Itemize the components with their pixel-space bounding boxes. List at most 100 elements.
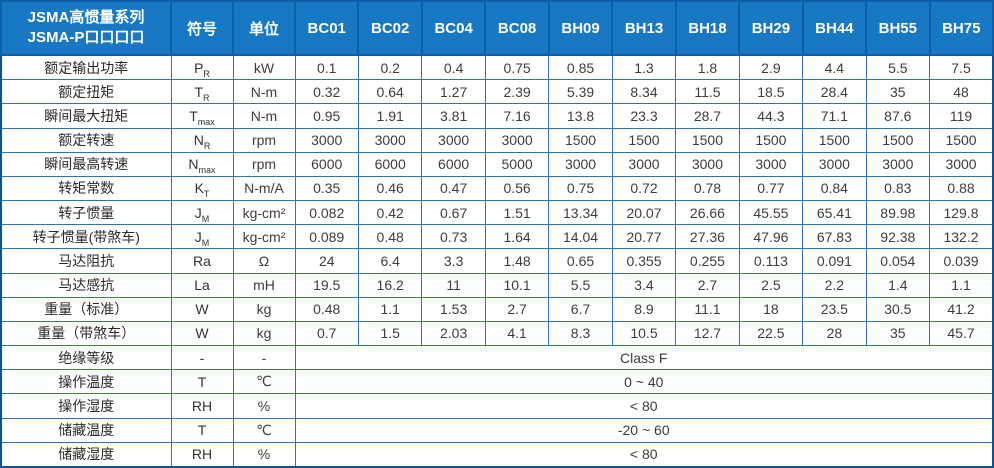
value-cell: 67.83 <box>802 224 867 250</box>
row-label: 瞬间最高转速 <box>0 151 172 177</box>
row-label: 绝缘等级 <box>0 345 172 371</box>
row-label: 重量（带煞车） <box>0 320 172 347</box>
value-cell: 0.83 <box>865 175 931 202</box>
value-cell: 1.51 <box>484 200 550 226</box>
value-cell: 13.34 <box>548 200 613 226</box>
row-label: 储藏温度 <box>0 417 172 443</box>
value-cell: 0.48 <box>357 224 423 250</box>
row-label: 转矩常数 <box>0 175 172 202</box>
value-cell: 8.34 <box>611 79 677 105</box>
spec-row: 马达感抗 La mH 19.5 16.2 11 10.1 5.5 3.4 2.7 2.5 2.2 1.4… <box>0 272 994 298</box>
value-cell: 1.8 <box>675 54 740 81</box>
value-cell: 0.355 <box>611 248 677 274</box>
value-cell: 0.56 <box>484 175 550 202</box>
spec-row-merged: 操作湿度 RH% < 80 <box>0 393 994 419</box>
value-cell: 0.64 <box>357 79 423 105</box>
series-title: JSMA高惯量系列 JSMA-P口口口口 <box>0 0 172 56</box>
value-cell: 5.39 <box>548 79 613 105</box>
value-cell: 13.8 <box>548 103 613 129</box>
value-cell: 6000 <box>294 151 359 177</box>
value-cell: 0.42 <box>357 200 423 226</box>
value-cell: 3000 <box>294 127 359 153</box>
value-cell: 92.38 <box>865 224 931 250</box>
header-model-bh09: BH09 <box>547 0 614 56</box>
value-cell: 1.53 <box>421 296 486 322</box>
row-unit: kg-cm² <box>232 224 296 250</box>
value-cell: 35 <box>865 320 931 347</box>
spec-row: 转子惯量(带煞车) JM kg-cm² 0.089 0.48 0.73 1.64 14.04 2… <box>0 224 994 250</box>
value-cell: 129.8 <box>929 200 994 226</box>
row-symbol: - <box>170 345 234 371</box>
value-cell: 44.3 <box>738 103 804 129</box>
value-cell: 48 <box>929 79 994 105</box>
value-cell: 0.65 <box>548 248 613 274</box>
spec-row: 额定转速 NR rpm 3000 3000 3000 3000 1500 1500 1500 150… <box>0 127 994 153</box>
row-label: 操作温度 <box>0 369 172 395</box>
row-label: 转子惯量 <box>0 200 172 226</box>
series-title-line2: JSMA-P口口口口 <box>27 29 145 46</box>
header-symbol-col: 符号 <box>170 0 234 56</box>
value-cell: 12.7 <box>675 320 740 347</box>
value-cell: 0.35 <box>294 175 359 202</box>
row-symbol: KT <box>170 175 234 202</box>
row-symbol: NR <box>170 127 234 153</box>
spec-row-merged: 操作温度 T ℃ 0 ~ 40 <box>0 369 994 395</box>
value-cell: 1.1 <box>357 296 423 322</box>
row-unit: N-m/A <box>232 175 296 202</box>
merged-value-cell: -20 ~ 60 <box>294 417 994 443</box>
value-cell: 3000 <box>675 151 740 177</box>
value-cell: 8.3 <box>548 320 613 347</box>
row-label: 额定输出功率 <box>0 54 172 81</box>
value-cell: 20.07 <box>611 200 677 226</box>
row-label: 马达阻抗 <box>0 248 172 274</box>
value-cell: 0.2 <box>357 54 423 81</box>
row-unit: Ω <box>232 248 296 274</box>
value-cell: 71.1 <box>802 103 867 129</box>
row-symbol: JM <box>170 224 234 250</box>
value-cell: 19.5 <box>294 272 359 298</box>
value-cell: 22.5 <box>738 320 804 347</box>
value-cell: 11.1 <box>675 296 740 322</box>
merged-value-cell: Class F <box>294 345 994 371</box>
value-cell: 2.9 <box>738 54 804 81</box>
value-cell: 18.5 <box>738 79 804 105</box>
value-cell: 3000 <box>738 151 804 177</box>
value-cell: 4.1 <box>484 320 550 347</box>
value-cell: 4.4 <box>802 54 867 81</box>
value-cell: 3000 <box>611 151 677 177</box>
row-symbol: W <box>170 296 234 322</box>
value-cell: 45.55 <box>738 200 804 226</box>
value-cell: 0.32 <box>294 79 359 105</box>
value-cell: 0.054 <box>865 248 931 274</box>
row-symbol: T <box>170 417 234 443</box>
value-cell: 0.1 <box>294 54 359 81</box>
value-cell: 0.75 <box>548 175 613 202</box>
row-unit: rpm <box>232 127 296 153</box>
value-cell: 0.84 <box>802 175 867 202</box>
value-cell: 0.46 <box>357 175 423 202</box>
value-cell: 1500 <box>738 127 804 153</box>
row-symbol: La <box>170 272 234 298</box>
spec-row: 转子惯量 JM kg-cm² 0.082 0.42 0.67 1.51 13.34 20.07 2… <box>0 200 994 226</box>
row-unit: % <box>232 393 296 419</box>
value-cell: 11 <box>421 272 486 298</box>
row-unit: mH <box>232 272 296 298</box>
value-cell: 28.7 <box>675 103 740 129</box>
merged-value-cell: < 80 <box>294 441 994 468</box>
value-cell: 3000 <box>802 151 867 177</box>
value-cell: 0.88 <box>929 175 994 202</box>
row-unit: - <box>232 345 296 371</box>
value-cell: 8.9 <box>611 296 677 322</box>
row-label: 瞬间最大扭矩 <box>0 103 172 129</box>
merged-value-cell: 0 ~ 40 <box>294 369 994 395</box>
value-cell: 0.85 <box>548 54 613 81</box>
value-cell: 1500 <box>929 127 994 153</box>
value-cell: 1.4 <box>865 272 931 298</box>
header-model-bc04: BC04 <box>420 0 487 56</box>
spec-row: 额定输出功率 PR kW 0.1 0.2 0.4 0.75 0.85 1.3 1.8 2.9 4.4 5… <box>0 54 994 81</box>
value-cell: 6.7 <box>548 296 613 322</box>
value-cell: 27.36 <box>675 224 740 250</box>
series-title-line1: JSMA高惯量系列 <box>27 8 145 26</box>
